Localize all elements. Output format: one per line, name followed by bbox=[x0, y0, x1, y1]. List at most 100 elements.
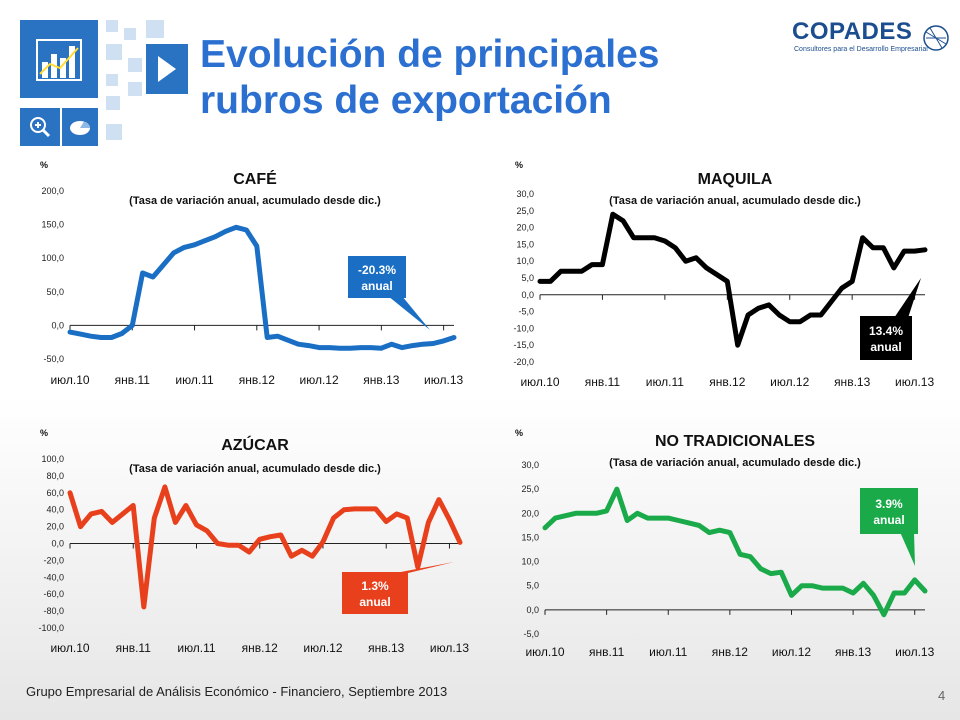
chart-subtitle: (Tasa de variación anual, acumulado desd… bbox=[129, 195, 381, 207]
y-tick-label: 5,0 bbox=[526, 581, 539, 591]
deco-tile bbox=[124, 28, 136, 40]
y-tick-label: -100,0 bbox=[38, 623, 64, 633]
callout-pointer bbox=[390, 562, 454, 574]
chart-subtitle: (Tasa de variación anual, acumulado desd… bbox=[609, 457, 861, 469]
cafe-chart: % CAFÉ (Tasa de variación anual, acumulado… bbox=[40, 160, 464, 387]
callout: 13.4% anual bbox=[860, 278, 921, 360]
bar-chart-icon bbox=[36, 39, 82, 81]
y-tick-label: -5,0 bbox=[518, 307, 534, 317]
zoom-tile bbox=[20, 108, 60, 146]
y-tick-label: 5,0 bbox=[521, 273, 534, 283]
y-tick-label: 0,0 bbox=[51, 320, 64, 330]
deco-tile bbox=[106, 20, 118, 32]
y-tick-label: 150,0 bbox=[41, 220, 64, 230]
x-tick-label: янв.11 bbox=[585, 375, 621, 389]
y-tick-label: 15,0 bbox=[516, 239, 534, 249]
y-tick-label: 30,0 bbox=[516, 189, 534, 199]
y-tick-label: 20,0 bbox=[516, 223, 534, 233]
chart-title: NO TRADICIONALES bbox=[655, 433, 815, 450]
callout-pointer bbox=[388, 296, 430, 330]
y-tick-label: 25,0 bbox=[521, 484, 539, 494]
series-line bbox=[67, 224, 457, 351]
chart-tile bbox=[20, 20, 98, 98]
chart-title: MAQUILA bbox=[698, 171, 773, 188]
y-tick-label: -20,0 bbox=[43, 555, 64, 565]
pie-chart-icon bbox=[70, 121, 91, 135]
y-tick-label: -10,0 bbox=[513, 323, 534, 333]
x-tick-label: июл.12 bbox=[770, 375, 809, 389]
chart-title: AZÚCAR bbox=[221, 435, 289, 454]
y-tick-label: -50,0 bbox=[43, 354, 64, 364]
y-tick-label: 0,0 bbox=[51, 539, 64, 549]
company-logo: COPADES Consultores para el Desarrollo E… bbox=[790, 16, 950, 53]
x-tick-label: янв.13 bbox=[368, 641, 405, 655]
y-tick-label: 25,0 bbox=[516, 206, 534, 216]
y-tick-label: 40,0 bbox=[46, 505, 64, 515]
y-tick-label: 10,0 bbox=[516, 256, 534, 266]
y-tick-label: -15,0 bbox=[513, 340, 534, 350]
logo-name: COPADES bbox=[792, 18, 913, 45]
y-tick-label: 60,0 bbox=[46, 488, 64, 498]
x-tick-label: янв.12 bbox=[242, 641, 279, 655]
callout-label: anual bbox=[359, 595, 390, 609]
play-arrow-icon bbox=[158, 56, 176, 82]
no-tradicionales-chart: % NO TRADICIONALES (Tasa de variación anua… bbox=[515, 428, 935, 659]
deco-tile bbox=[106, 74, 118, 86]
x-tick-label: янв.13 bbox=[834, 375, 871, 389]
series-line bbox=[67, 484, 463, 610]
y-tick-label: -80,0 bbox=[43, 606, 64, 616]
x-tick-label: июл.11 bbox=[177, 641, 216, 655]
y-tick-label: 0,0 bbox=[526, 605, 539, 615]
y-tick-label: 200,0 bbox=[41, 186, 64, 196]
play-tile bbox=[146, 44, 188, 94]
callout-value: 1.3% bbox=[361, 579, 389, 593]
chart-subtitle: (Tasa de variación anual, acumulado desd… bbox=[129, 463, 381, 475]
x-tick-label: июл.10 bbox=[50, 373, 89, 387]
y-tick-label: 100,0 bbox=[41, 253, 64, 263]
callout: 1.3% anual bbox=[342, 562, 454, 614]
callout-box bbox=[348, 256, 406, 298]
y-tick-label: -60,0 bbox=[43, 589, 64, 599]
x-tick-label: июл.10 bbox=[520, 375, 559, 389]
x-tick-label: июл.11 bbox=[649, 645, 688, 659]
y-tick-label: -20,0 bbox=[513, 357, 534, 367]
deco-tile bbox=[128, 58, 142, 72]
x-tick-label: июл.12 bbox=[303, 641, 342, 655]
x-tick-label: янв.12 bbox=[712, 645, 749, 659]
x-tick-label: июл.10 bbox=[50, 641, 89, 655]
callout-value: 3.9% bbox=[875, 497, 903, 511]
callout-box bbox=[342, 572, 408, 614]
y-tick-label: 20,0 bbox=[46, 522, 64, 532]
callout-pointer bbox=[894, 278, 921, 318]
azucar-chart: % AZÚCAR (Tasa de variación anual, acumula… bbox=[38, 428, 469, 655]
y-tick-label: 20,0 bbox=[521, 508, 539, 518]
chart-title: CAFÉ bbox=[233, 169, 277, 188]
x-tick-label: янв.11 bbox=[589, 645, 625, 659]
x-tick-label: июл.11 bbox=[646, 375, 685, 389]
page-title: Evolución de principales rubros de expor… bbox=[200, 32, 760, 124]
deco-tile bbox=[106, 44, 122, 60]
unit-label: % bbox=[40, 160, 48, 170]
x-tick-label: июл.13 bbox=[895, 645, 934, 659]
deco-tile bbox=[106, 124, 122, 140]
logo-globe-icon bbox=[923, 25, 949, 51]
y-tick-label: 80,0 bbox=[46, 471, 64, 481]
x-tick-label: янв.13 bbox=[835, 645, 872, 659]
title-line-1: Evolución de principales bbox=[200, 33, 660, 76]
series-line bbox=[542, 486, 928, 618]
pie-tile bbox=[62, 108, 98, 146]
x-tick-label: июл.13 bbox=[895, 375, 934, 389]
unit-label: % bbox=[515, 160, 523, 170]
callout-pointer bbox=[900, 532, 915, 566]
deco-tile bbox=[128, 82, 142, 96]
chart-subtitle: (Tasa de variación anual, acumulado desd… bbox=[609, 195, 861, 207]
x-tick-label: янв.11 bbox=[116, 641, 152, 655]
y-tick-label: -5,0 bbox=[523, 629, 539, 639]
x-tick-label: янв.12 bbox=[239, 373, 276, 387]
callout-label: anual bbox=[873, 513, 904, 527]
callout-box bbox=[860, 488, 918, 534]
callout-label: anual bbox=[361, 279, 392, 293]
callout-box bbox=[860, 316, 912, 360]
y-tick-label: -40,0 bbox=[43, 572, 64, 582]
x-tick-label: янв.13 bbox=[363, 373, 400, 387]
